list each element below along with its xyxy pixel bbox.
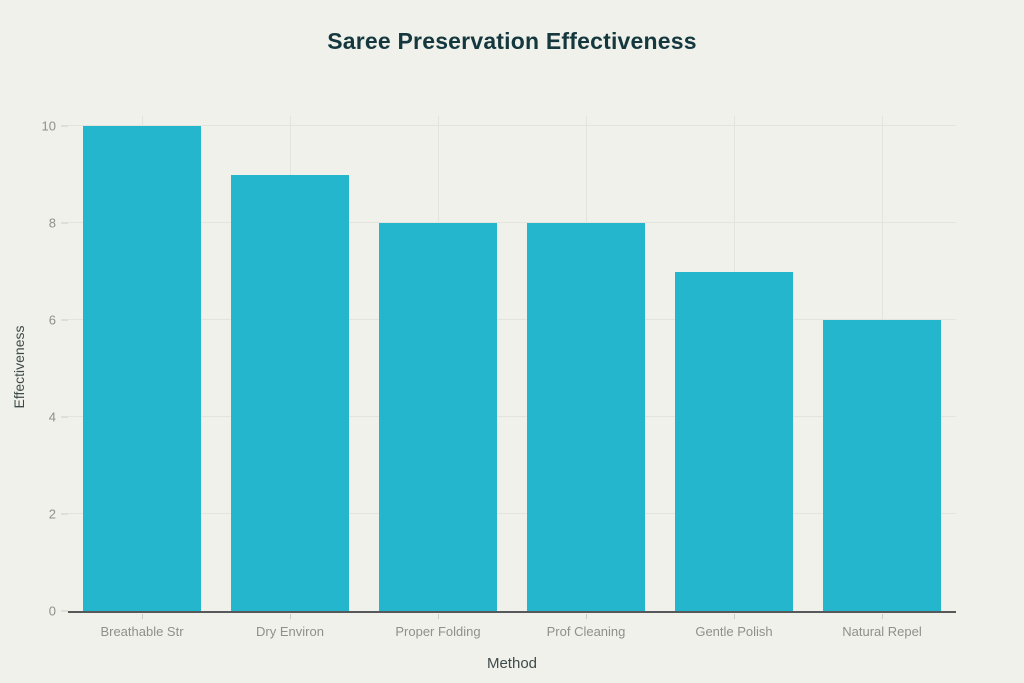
bar [675,271,793,611]
x-tick-label: Gentle Polish [695,624,773,639]
bar [231,174,349,611]
y-tick-label: 6 [48,312,56,328]
x-tick-mark [437,614,439,619]
x-tick-label: Dry Environ [256,624,324,639]
x-axis-ticks: Breathable Str Dry Environ Proper Folding P… [68,614,956,654]
y-tick-mark [61,125,68,127]
x-tick-label: Breathable Str [100,624,184,639]
y-axis-ticks: 0 2 4 6 8 10 [0,116,68,618]
y-tick-label: 2 [48,506,56,522]
y-tick-mark [61,416,68,418]
bar [83,126,201,611]
h-gridline [68,513,956,514]
x-tick-mark [141,614,143,619]
h-gridline [68,319,956,320]
bar [823,320,941,611]
x-tick-mark [881,614,883,619]
y-tick-label: 4 [48,409,56,425]
x-tick-mark [733,614,735,619]
h-gridline [68,416,956,417]
x-tick-label: Prof Cleaning [546,624,626,639]
x-tick-label: Natural Repel [842,624,922,639]
chart-title: Saree Preservation Effectiveness [327,28,697,54]
h-gridline [68,222,956,223]
y-tick-mark [61,319,68,321]
x-tick-mark [289,614,291,619]
bar [527,223,645,611]
x-tick-mark [585,614,587,619]
bar [379,223,497,611]
plot-area [68,116,956,613]
y-tick-mark [61,513,68,515]
x-tick-label: Proper Folding [395,624,481,639]
y-tick-label: 8 [48,215,56,231]
y-tick-mark [61,610,68,612]
y-tick-mark [61,222,68,224]
y-tick-label: 0 [48,603,56,619]
y-tick-label: 10 [41,118,56,134]
x-axis-title: Method [486,655,538,672]
h-gridline [68,125,956,126]
